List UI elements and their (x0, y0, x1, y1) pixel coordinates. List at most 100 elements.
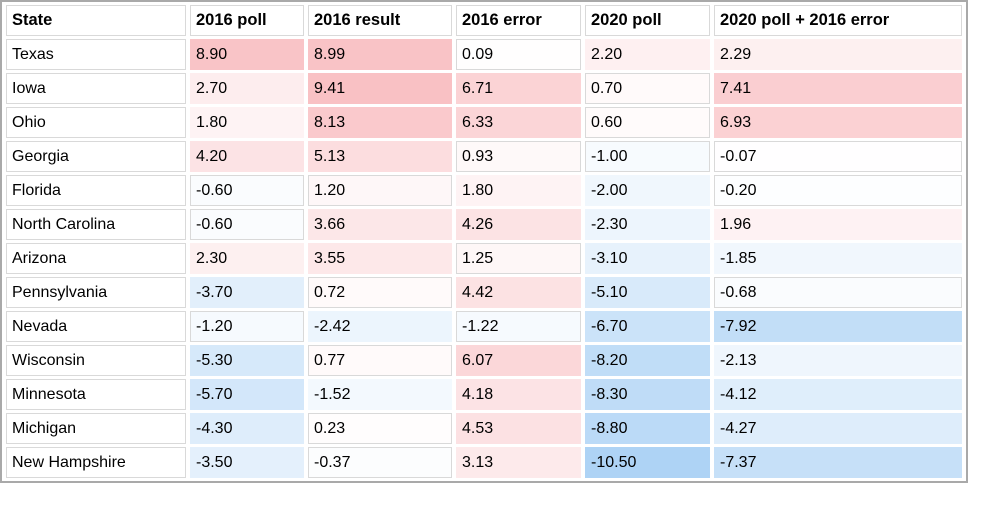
value-cell: 0.60 (585, 107, 710, 138)
value-cell: -0.20 (714, 175, 962, 206)
value-cell: 2.29 (714, 39, 962, 70)
column-header: State (6, 5, 186, 36)
value-cell: 4.26 (456, 209, 581, 240)
value-cell: 6.93 (714, 107, 962, 138)
value-cell: -1.20 (190, 311, 304, 342)
value-cell: 1.25 (456, 243, 581, 274)
value-cell: -8.30 (585, 379, 710, 410)
table-row: New Hampshire -3.50 -0.37 3.13 -10.50 -7.37 (6, 447, 962, 478)
value-cell: -3.10 (585, 243, 710, 274)
value-cell: 6.71 (456, 73, 581, 104)
state-cell: Pennsylvania (6, 277, 186, 308)
value-cell: -8.20 (585, 345, 710, 376)
value-cell: -3.70 (190, 277, 304, 308)
value-cell: 5.13 (308, 141, 452, 172)
column-header: 2020 poll (585, 5, 710, 36)
value-cell: 8.90 (190, 39, 304, 70)
value-cell: 0.09 (456, 39, 581, 70)
value-cell: 1.80 (456, 175, 581, 206)
value-cell: -2.13 (714, 345, 962, 376)
value-cell: -0.60 (190, 175, 304, 206)
value-cell: 3.55 (308, 243, 452, 274)
table-row: Georgia 4.20 5.13 0.93 -1.00 -0.07 (6, 141, 962, 172)
table-row: Pennsylvania -3.70 0.72 4.42 -5.10 -0.68 (6, 277, 962, 308)
value-cell: -5.70 (190, 379, 304, 410)
header-row: State 2016 poll 2016 result 2016 error 2020 … (6, 5, 962, 36)
value-cell: 1.80 (190, 107, 304, 138)
value-cell: -1.00 (585, 141, 710, 172)
value-cell: 0.72 (308, 277, 452, 308)
value-cell: -2.00 (585, 175, 710, 206)
value-cell: 2.20 (585, 39, 710, 70)
value-cell: 3.66 (308, 209, 452, 240)
column-header: 2020 poll + 2016 error (714, 5, 962, 36)
value-cell: -5.30 (190, 345, 304, 376)
value-cell: -4.30 (190, 413, 304, 444)
value-cell: -3.50 (190, 447, 304, 478)
state-cell: Florida (6, 175, 186, 206)
value-cell: 1.96 (714, 209, 962, 240)
table-row: Florida -0.60 1.20 1.80 -2.00 -0.20 (6, 175, 962, 206)
poll-error-table: State 2016 poll 2016 result 2016 error 2020 … (0, 0, 968, 483)
value-cell: 6.07 (456, 345, 581, 376)
state-cell: Texas (6, 39, 186, 70)
value-cell: -7.37 (714, 447, 962, 478)
value-cell: 2.70 (190, 73, 304, 104)
column-header: 2016 error (456, 5, 581, 36)
value-cell: 8.99 (308, 39, 452, 70)
column-header: 2016 poll (190, 5, 304, 36)
value-cell: -0.07 (714, 141, 962, 172)
table-row: Minnesota -5.70 -1.52 4.18 -8.30 -4.12 (6, 379, 962, 410)
value-cell: -0.68 (714, 277, 962, 308)
state-cell: New Hampshire (6, 447, 186, 478)
state-cell: Nevada (6, 311, 186, 342)
value-cell: -0.37 (308, 447, 452, 478)
value-cell: 8.13 (308, 107, 452, 138)
value-cell: 1.20 (308, 175, 452, 206)
value-cell: -5.10 (585, 277, 710, 308)
table-header: State 2016 poll 2016 result 2016 error 2020 … (6, 5, 962, 36)
value-cell: -1.52 (308, 379, 452, 410)
column-header: 2016 result (308, 5, 452, 36)
table-row: Wisconsin -5.30 0.77 6.07 -8.20 -2.13 (6, 345, 962, 376)
value-cell: 6.33 (456, 107, 581, 138)
table-row: Texas 8.90 8.99 0.09 2.20 2.29 (6, 39, 962, 70)
state-cell: Wisconsin (6, 345, 186, 376)
table-row: Ohio 1.80 8.13 6.33 0.60 6.93 (6, 107, 962, 138)
table-body: Texas 8.90 8.99 0.09 2.20 2.29 Iowa 2.70 9.41 6.7… (6, 39, 962, 478)
value-cell: 0.70 (585, 73, 710, 104)
value-cell: 0.77 (308, 345, 452, 376)
state-cell: Minnesota (6, 379, 186, 410)
value-cell: 4.53 (456, 413, 581, 444)
value-cell: -1.85 (714, 243, 962, 274)
value-cell: -6.70 (585, 311, 710, 342)
value-cell: 4.42 (456, 277, 581, 308)
table-row: Michigan -4.30 0.23 4.53 -8.80 -4.27 (6, 413, 962, 444)
value-cell: 0.93 (456, 141, 581, 172)
table-row: North Carolina -0.60 3.66 4.26 -2.30 1.96 (6, 209, 962, 240)
state-cell: Arizona (6, 243, 186, 274)
value-cell: -2.30 (585, 209, 710, 240)
value-cell: 2.30 (190, 243, 304, 274)
state-cell: Ohio (6, 107, 186, 138)
state-cell: Iowa (6, 73, 186, 104)
value-cell: 0.23 (308, 413, 452, 444)
value-cell: -10.50 (585, 447, 710, 478)
value-cell: -0.60 (190, 209, 304, 240)
state-cell: Michigan (6, 413, 186, 444)
value-cell: -4.12 (714, 379, 962, 410)
value-cell: 7.41 (714, 73, 962, 104)
value-cell: -7.92 (714, 311, 962, 342)
value-cell: 4.20 (190, 141, 304, 172)
value-cell: -1.22 (456, 311, 581, 342)
table-row: Arizona 2.30 3.55 1.25 -3.10 -1.85 (6, 243, 962, 274)
value-cell: -2.42 (308, 311, 452, 342)
state-cell: North Carolina (6, 209, 186, 240)
value-cell: -8.80 (585, 413, 710, 444)
value-cell: 3.13 (456, 447, 581, 478)
table-row: Nevada -1.20 -2.42 -1.22 -6.70 -7.92 (6, 311, 962, 342)
table-row: Iowa 2.70 9.41 6.71 0.70 7.41 (6, 73, 962, 104)
state-cell: Georgia (6, 141, 186, 172)
value-cell: 9.41 (308, 73, 452, 104)
